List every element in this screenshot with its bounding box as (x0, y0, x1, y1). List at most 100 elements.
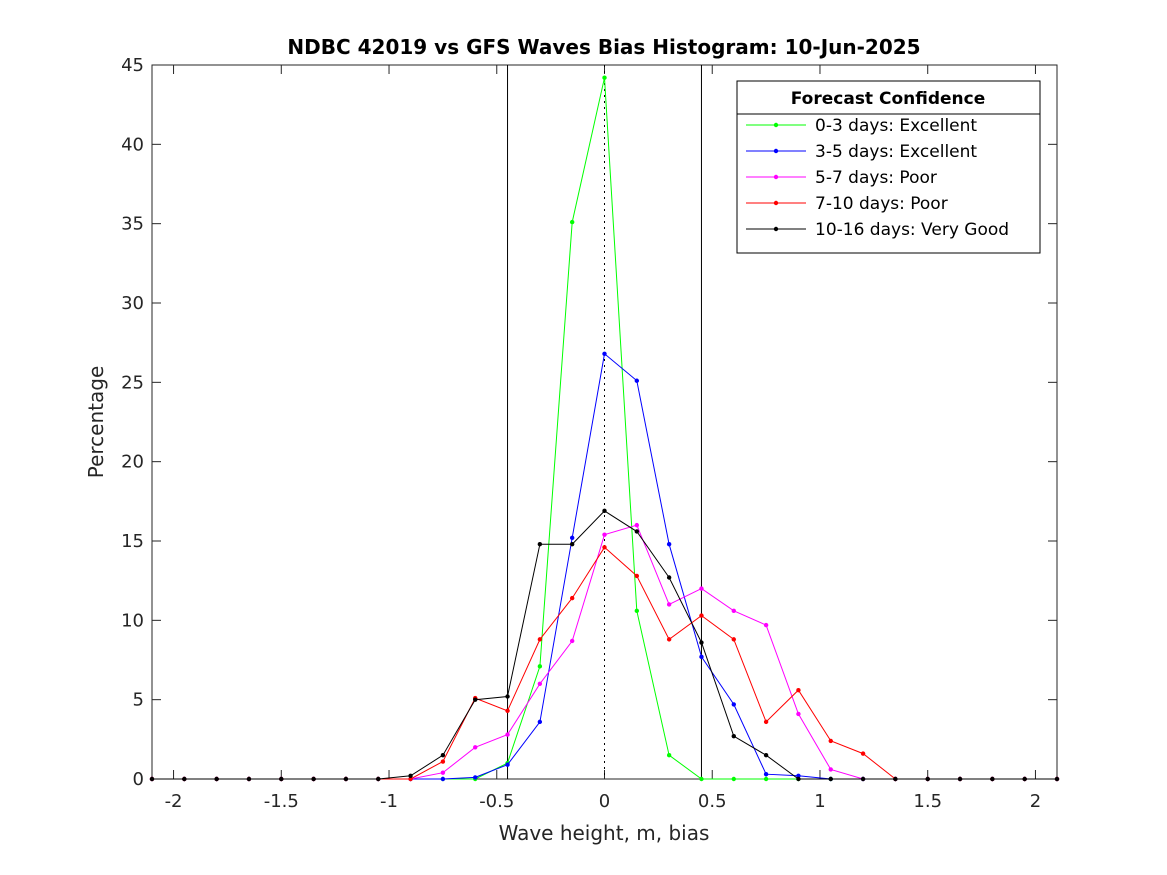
data-point (925, 776, 930, 782)
data-point (246, 776, 252, 782)
data-point (828, 776, 833, 782)
data-point (634, 378, 640, 383)
x-tick-label: -1.5 (264, 791, 299, 812)
y-tick-label: 30 (121, 293, 144, 314)
y-tick-label: 45 (121, 55, 144, 76)
legend: Forecast Confidence 0-3 days: Excellent 3… (736, 80, 1041, 254)
data-point (763, 753, 769, 758)
x-tick-label: -1 (380, 791, 398, 812)
data-point (505, 732, 510, 737)
data-point (893, 776, 898, 782)
data-point (699, 586, 704, 591)
data-point (440, 776, 446, 782)
data-point (666, 541, 672, 547)
data-point (763, 772, 769, 777)
y-tick-label: 40 (121, 134, 144, 155)
data-point (634, 529, 640, 534)
data-point (569, 595, 575, 601)
data-point (731, 776, 736, 782)
series-line-1 (152, 352, 1057, 780)
legend-marker (773, 148, 779, 154)
legend-entry: 0-3 days: Excellent (815, 116, 977, 136)
data-point (569, 638, 575, 644)
data-point (602, 508, 607, 514)
data-point (796, 711, 801, 717)
x-tick-label: 0 (599, 791, 610, 812)
y-tick-label: 25 (121, 372, 144, 393)
data-point (279, 776, 284, 782)
data-point (634, 573, 640, 579)
x-tick-label: 1 (814, 791, 825, 812)
data-point (537, 664, 543, 669)
legend-entry: 10-16 days: Very Good (815, 220, 1009, 240)
data-point (731, 733, 736, 739)
data-point (537, 681, 543, 686)
data-point (796, 776, 801, 782)
data-point (602, 532, 607, 537)
data-point (505, 762, 510, 767)
data-point (569, 219, 575, 225)
legend-marker (773, 226, 779, 232)
data-point (828, 738, 833, 744)
data-point (634, 522, 640, 528)
x-tick-label: 0.5 (698, 791, 727, 812)
y-tick-label: 35 (121, 214, 144, 235)
legend-title: Forecast Confidence (791, 89, 986, 109)
data-point (376, 776, 381, 782)
data-point (343, 776, 349, 782)
x-axis-label: Wave height, m, bias (499, 821, 710, 845)
data-point (957, 776, 963, 782)
x-tick-label: -2 (165, 791, 183, 812)
data-point (602, 545, 607, 550)
data-point (505, 708, 510, 713)
y-tick-label: 5 (133, 690, 144, 711)
data-point (1054, 776, 1060, 782)
data-point (763, 622, 769, 628)
y-axis-label: Percentage (84, 366, 108, 479)
data-point (569, 541, 575, 547)
data-point (182, 776, 187, 782)
data-point (990, 776, 995, 782)
data-point (602, 75, 607, 80)
data-point (731, 702, 736, 707)
data-point (699, 613, 704, 618)
legend-entry: 7-10 days: Poor (815, 194, 948, 214)
y-tick-label: 20 (121, 452, 144, 473)
data-point (666, 637, 672, 642)
data-point (666, 602, 672, 607)
data-point (602, 351, 607, 356)
x-tick-label: -0.5 (479, 791, 514, 812)
data-point (763, 776, 769, 782)
data-point (505, 694, 510, 699)
data-point (699, 654, 704, 660)
legend-box (736, 80, 1041, 254)
data-point (537, 637, 543, 642)
legend-marker (773, 174, 779, 180)
y-tick-label: 0 (133, 769, 144, 790)
data-point (666, 753, 672, 758)
data-point (731, 637, 736, 642)
data-point (796, 687, 801, 693)
data-point (796, 773, 801, 779)
legend-entry: 5-7 days: Poor (815, 168, 937, 188)
data-point (860, 751, 866, 756)
data-point (408, 776, 413, 782)
data-point (473, 745, 478, 750)
data-point (214, 776, 219, 782)
data-point (149, 776, 155, 782)
data-point (440, 753, 446, 758)
data-point (440, 759, 446, 764)
y-tick-label: 10 (121, 610, 144, 631)
data-point (1022, 776, 1027, 782)
y-tick-label: 15 (121, 531, 144, 552)
data-point (828, 767, 833, 772)
data-point (569, 535, 575, 541)
legend-entry: 3-5 days: Excellent (815, 142, 977, 162)
legend-marker (773, 200, 779, 206)
data-point (666, 575, 672, 580)
legend-marker (773, 122, 779, 128)
x-tick-label: 2 (1030, 791, 1041, 812)
data-point (537, 719, 543, 725)
